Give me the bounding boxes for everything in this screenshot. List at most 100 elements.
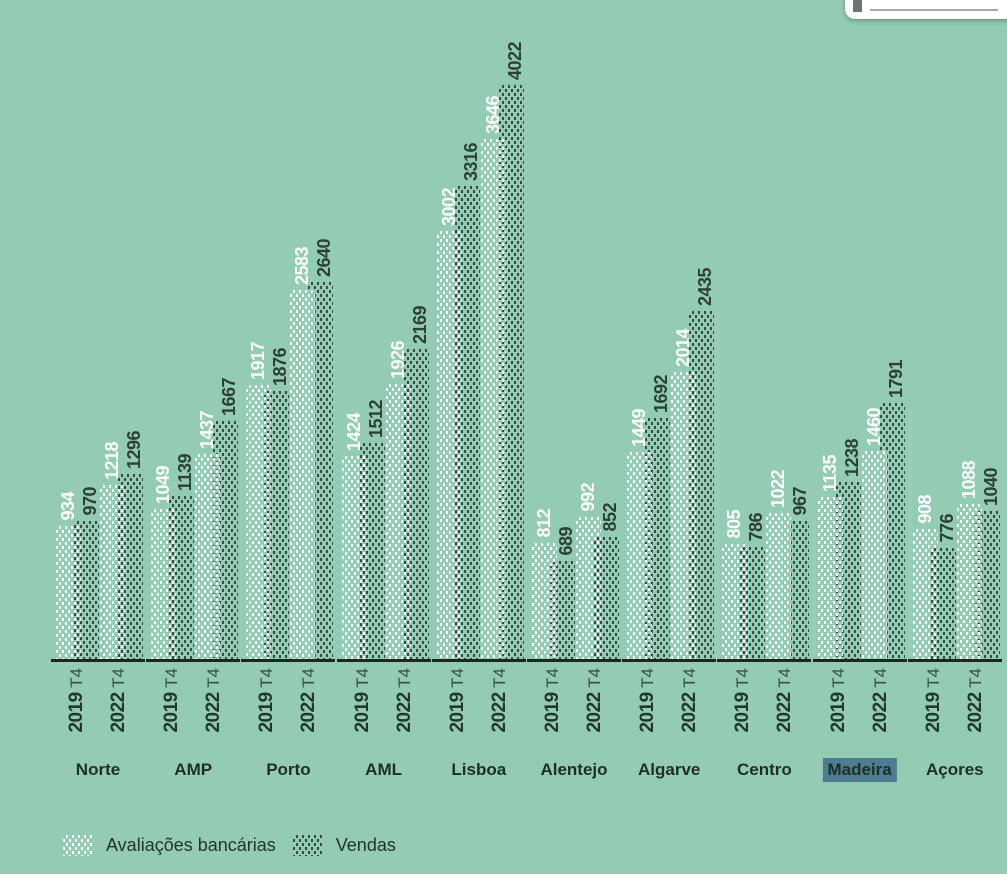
- value-label: 1917: [248, 341, 269, 380]
- bar-algarve-2022T4-avaliacoes[interactable]: [670, 372, 697, 659]
- tick-year: 2022: [298, 692, 320, 733]
- bar-aml-2019T4-avaliacoes[interactable]: [340, 456, 367, 659]
- tick-quarter: T4: [775, 668, 795, 693]
- tick-year: 2019: [161, 692, 183, 733]
- bar-group-centro: 805 786 1022 967 2019 T4 2022 T4 Centro: [717, 0, 812, 779]
- bar-centro-2022T4-avaliacoes[interactable]: [765, 513, 792, 659]
- value-label: 992: [578, 483, 598, 512]
- category-label-alentejo[interactable]: Alentejo: [540, 760, 608, 779]
- value-label: 1296: [124, 430, 144, 469]
- bar-aml-2022T4-avaliacoes[interactable]: [384, 384, 411, 659]
- bar-madeira-2019T4-avaliacoes[interactable]: [816, 497, 843, 659]
- bar-group-aml: 1424 1512 1926 2169 2019 T4 2022 T4 AML: [336, 0, 431, 779]
- x-tick-2019-T4: 2019 T4: [447, 668, 469, 733]
- value-label: 2583: [292, 246, 313, 285]
- axis-baseline: [622, 659, 717, 662]
- bar-porto-2019T4-avaliacoes[interactable]: [245, 385, 272, 659]
- tick-year: 2019: [922, 692, 944, 733]
- bar-alentejo-2022T4-avaliacoes[interactable]: [575, 517, 601, 659]
- bar-madeira-2022T4-avaliacoes[interactable]: [860, 451, 887, 659]
- category-label-aml[interactable]: AML: [365, 760, 403, 779]
- value-label: 1424: [343, 412, 364, 451]
- value-label: 967: [790, 487, 811, 516]
- x-tick-2022-T4: 2022 T4: [489, 668, 511, 733]
- tick-quarter: T4: [257, 668, 277, 693]
- category-label-lisboa[interactable]: Lisboa: [451, 760, 507, 779]
- value-label: 1876: [270, 347, 291, 386]
- tick-quarter: T4: [638, 668, 658, 693]
- value-label: 1460: [863, 407, 884, 446]
- axis-baseline: [241, 659, 336, 662]
- tick-quarter: T4: [394, 668, 414, 693]
- x-tick-2019-T4: 2019 T4: [256, 668, 278, 733]
- bar-lisboa-2019T4-avaliacoes[interactable]: [435, 231, 462, 659]
- value-label: 908: [914, 495, 935, 524]
- legend-label-vendas: Vendas: [335, 835, 396, 855]
- value-label: 1218: [102, 441, 122, 480]
- tick-quarter: T4: [965, 668, 985, 693]
- axis-baseline: [527, 659, 621, 662]
- tick-year: 2022: [964, 692, 986, 733]
- tick-quarter: T4: [733, 668, 753, 693]
- tick-quarter: T4: [828, 668, 848, 693]
- category-label-norte[interactable]: Norte: [75, 760, 121, 779]
- tick-year: 2022: [584, 692, 605, 733]
- legend-swatch-avaliacoes-icon: [62, 835, 93, 856]
- value-label: 4022: [504, 41, 525, 80]
- axis-baseline: [717, 659, 812, 662]
- x-tick-2019-T4: 2019 T4: [923, 668, 945, 733]
- axis-baseline: [812, 659, 907, 662]
- legend-swatch-vendas-icon: [291, 835, 323, 856]
- bar-amp-2022T4-avaliacoes[interactable]: [194, 454, 221, 659]
- x-tick-2019-T4: 2019 T4: [828, 668, 850, 733]
- bar-a-ores-2019T4-avaliacoes[interactable]: [911, 529, 938, 659]
- tick-year: 2019: [637, 692, 659, 733]
- tick-quarter: T4: [543, 668, 562, 693]
- value-label: 1667: [219, 377, 240, 416]
- tick-year: 2019: [351, 692, 373, 733]
- bar-porto-2022T4-avaliacoes[interactable]: [289, 290, 316, 659]
- axis-baseline: [336, 659, 431, 662]
- value-label: 1049: [153, 465, 174, 504]
- category-label-centro[interactable]: Centro: [737, 760, 792, 779]
- tooltip-fragment: [845, 0, 1007, 19]
- value-label: 2435: [695, 267, 716, 306]
- value-label: 1926: [387, 340, 408, 379]
- value-label: 2169: [409, 305, 430, 344]
- category-label-amp[interactable]: AMP: [174, 760, 213, 779]
- value-label: 3646: [482, 95, 503, 134]
- tick-year: 2019: [66, 692, 87, 733]
- tick-year: 2019: [542, 692, 563, 733]
- bar-a-ores-2022T4-avaliacoes[interactable]: [955, 504, 982, 659]
- category-label-a-ores[interactable]: Açores: [925, 760, 984, 779]
- bar-algarve-2019T4-avaliacoes[interactable]: [626, 452, 653, 659]
- value-label: 1135: [819, 454, 840, 492]
- axis-baseline: [907, 659, 1002, 662]
- legend-item-vendas[interactable]: Vendas: [291, 835, 396, 856]
- legend-item-avaliacoes[interactable]: Avaliações bancárias: [62, 835, 276, 856]
- bar-norte-2022T4-avaliacoes[interactable]: [99, 485, 125, 659]
- bar-alentejo-2019T4-avaliacoes[interactable]: [531, 543, 557, 659]
- category-label-algarve[interactable]: Algarve: [638, 760, 701, 779]
- bar-centro-2019T4-avaliacoes[interactable]: [721, 544, 748, 659]
- bar-group-alentejo: 812 689 992 852 2019 T4 2022 T4 Alentejo: [527, 0, 621, 779]
- category-label-porto[interactable]: Porto: [266, 760, 311, 779]
- x-tick-2019-T4: 2019 T4: [542, 668, 564, 733]
- bar-group-amp: 1049 1139 1437 1667 2019 T4 2022 T4 AMP: [146, 0, 241, 779]
- value-label: 1040: [980, 467, 1001, 506]
- tick-year: 2022: [488, 692, 510, 733]
- x-tick-2022-T4: 2022 T4: [965, 668, 987, 733]
- value-label: 689: [556, 527, 576, 556]
- bar-amp-2019T4-avaliacoes[interactable]: [150, 509, 177, 659]
- value-label: 786: [746, 513, 767, 542]
- value-label: 1022: [768, 469, 789, 508]
- bar-group-algarve: 1449 1692 2014 2435 2019 T4 2022 T4 Algarve: [622, 0, 717, 779]
- bar-lisboa-2022T4-avaliacoes[interactable]: [479, 139, 506, 659]
- tick-quarter: T4: [109, 668, 128, 693]
- bar-group-a-ores: 908 776 1088 1040 2019 T4 2022 T4 Açores: [907, 0, 1002, 779]
- x-tick-2019-T4: 2019 T4: [637, 668, 659, 733]
- category-label-madeira[interactable]: Madeira: [822, 758, 897, 782]
- bar-norte-2019T4-avaliacoes[interactable]: [55, 526, 81, 659]
- tick-year: 2019: [256, 692, 278, 733]
